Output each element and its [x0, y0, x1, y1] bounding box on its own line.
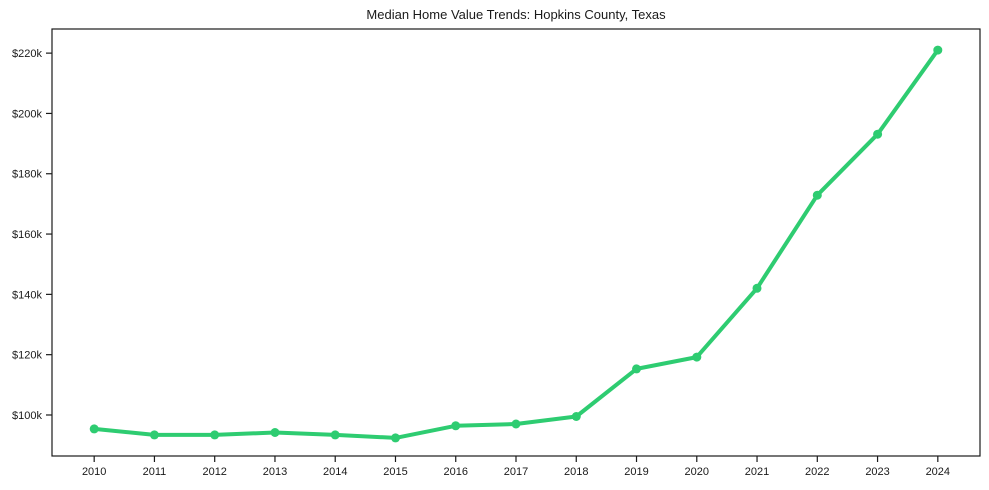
y-axis-tick-label: $100k	[12, 410, 42, 422]
x-axis-tick-label: 2018	[564, 466, 588, 478]
x-axis-tick-label: 2010	[82, 466, 106, 478]
x-axis-tick-label: 2023	[865, 466, 889, 478]
x-axis-tick-label: 2011	[143, 466, 167, 478]
data-point-marker-2015	[391, 433, 400, 443]
data-point-marker-2021	[752, 283, 762, 293]
x-axis-tick-label: 2020	[685, 466, 709, 478]
x-axis-tick-label: 2019	[624, 466, 648, 478]
x-axis-tick-label: 2015	[383, 466, 407, 478]
y-axis-tick-label: $180k	[12, 169, 42, 181]
x-axis-tick-label: 2024	[926, 466, 950, 478]
data-point-marker-2012	[210, 430, 220, 440]
data-point-marker-2018	[571, 412, 581, 421]
data-point-marker-2011	[149, 430, 159, 440]
plot-border	[51, 28, 981, 457]
data-point-marker-2017	[511, 419, 521, 429]
data-point-marker-2013	[270, 428, 280, 437]
x-axis-tick-label: 2013	[263, 466, 287, 478]
x-axis-tick-label: 2014	[323, 466, 347, 478]
y-axis-tick-label: $120k	[12, 350, 42, 362]
x-axis-tick-label: 2021	[745, 466, 769, 478]
data-point-marker-2016	[451, 421, 461, 431]
y-axis-tick-label: $220k	[12, 48, 42, 60]
data-point-marker-2010	[89, 424, 99, 434]
data-point-marker-2020	[692, 352, 702, 362]
trend-line	[92, 48, 940, 440]
y-axis-tick-label: $140k	[12, 289, 42, 301]
chart-title: Median Home Value Trends: Hopkins County…	[366, 7, 666, 22]
data-point-marker-2019	[632, 364, 641, 374]
data-point-marker-2014	[330, 430, 340, 440]
y-axis-tick-label: $160k	[12, 229, 42, 241]
x-axis-tick-label: 2022	[805, 466, 829, 478]
y-axis-tick-label: $200k	[12, 108, 42, 120]
x-axis-tick-label: 2017	[504, 466, 528, 478]
data-point-marker-2022	[812, 190, 822, 200]
data-point-marker-2023	[873, 129, 883, 139]
x-axis-tick-label: 2012	[202, 466, 226, 478]
x-axis-tick-label: 2016	[443, 466, 467, 478]
data-point-marker-2024	[933, 45, 943, 55]
